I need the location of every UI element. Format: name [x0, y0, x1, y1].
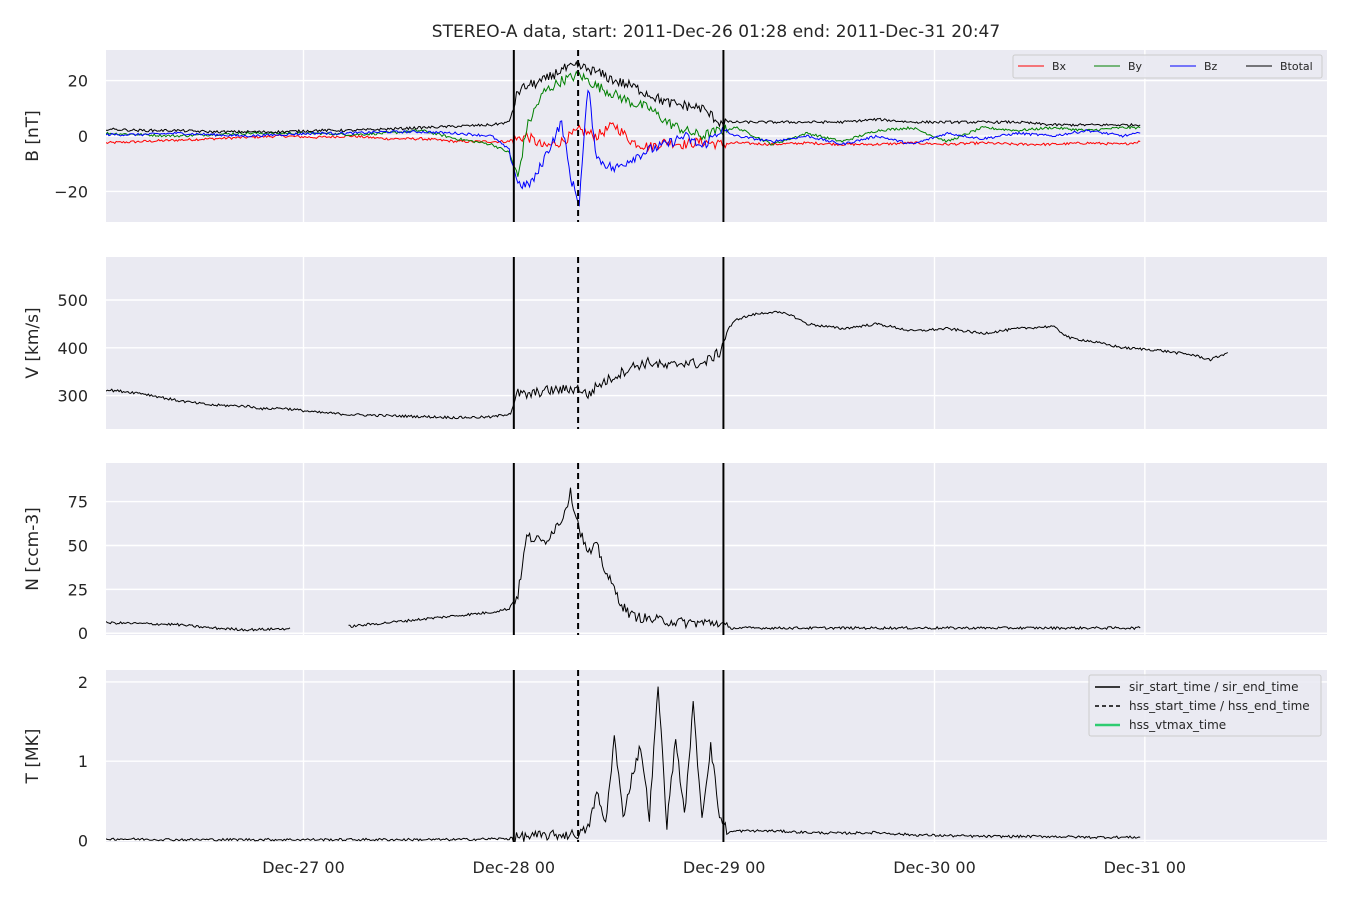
plot-background: [106, 257, 1327, 429]
legend-label: hss_vtmax_time: [1129, 718, 1226, 732]
series-line-v: [106, 310, 1228, 420]
x-tick-label: Dec-28 00: [473, 858, 556, 877]
x-tick-label: Dec-31 00: [1104, 858, 1187, 877]
series-group: [106, 310, 1228, 420]
series-group: [106, 686, 1141, 842]
legend-label: By: [1128, 60, 1143, 73]
y-axis-label: T [MK]: [23, 729, 43, 785]
chart-title: STEREO-A data, start: 2011-Dec-26 01:28 …: [432, 22, 1000, 42]
x-axis-ticks: Dec-27 00 Dec-28 00 Dec-29 00 Dec-30 00 Dec-…: [262, 858, 1186, 877]
x-tick-label: Dec-29 00: [683, 858, 766, 877]
y-tick-label: 500: [57, 291, 88, 310]
series-line-bz: [106, 89, 1141, 207]
series-line-t: [106, 686, 1141, 842]
field-legend: Bx By Bz Btotal: [1012, 54, 1323, 79]
panel-speed: 300 400 500 V [km/s]: [23, 257, 1327, 429]
y-tick-label: 20: [68, 72, 88, 91]
legend-box: [1088, 674, 1322, 737]
y-axis-label: V [km/s]: [23, 307, 43, 378]
y-axis-label: B [nT]: [23, 110, 43, 162]
x-tick-label: Dec-30 00: [893, 858, 976, 877]
y-tick-label: 75: [68, 493, 88, 512]
y-tick-label: 0: [78, 831, 88, 850]
y-tick-label: 25: [68, 580, 88, 599]
series-group: [106, 60, 1141, 207]
legend-label: Bz: [1204, 60, 1218, 73]
panel-magnetic_field: −20 0 20 B [nT] Bx By Bz Btotal: [23, 50, 1327, 222]
x-tick-label: Dec-27 00: [262, 858, 345, 877]
panel-temperature: 0 1 2 T [MK] sir_start_time / sir_end_timehs…: [23, 670, 1327, 850]
y-tick-label: 300: [57, 387, 88, 406]
y-axis-label: N [ccm-3]: [23, 507, 43, 591]
y-tick-label: 0: [78, 624, 88, 643]
events-legend: sir_start_time / sir_end_time hss_start_t…: [1088, 674, 1322, 737]
panel-density: 0 25 50 75 N [ccm-3]: [23, 463, 1327, 643]
legend-label: Bx: [1052, 60, 1067, 73]
series-line-by: [106, 70, 1141, 177]
legend-label: hss_start_time / hss_end_time: [1129, 699, 1310, 713]
series-group: [106, 487, 1141, 632]
legend-label: Btotal: [1280, 60, 1313, 73]
y-tick-label: 400: [57, 339, 88, 358]
y-tick-label: 2: [78, 673, 88, 692]
series-line-btotal: [106, 60, 1141, 135]
y-tick-label: 50: [68, 536, 88, 555]
legend-box: [1012, 54, 1323, 79]
y-tick-label: 1: [78, 752, 88, 771]
y-tick-label: 0: [78, 127, 88, 146]
y-tick-label: −20: [54, 182, 88, 201]
legend-label: sir_start_time / sir_end_time: [1129, 680, 1299, 694]
plot-background: [106, 463, 1327, 635]
series-line-n: [106, 487, 1141, 632]
